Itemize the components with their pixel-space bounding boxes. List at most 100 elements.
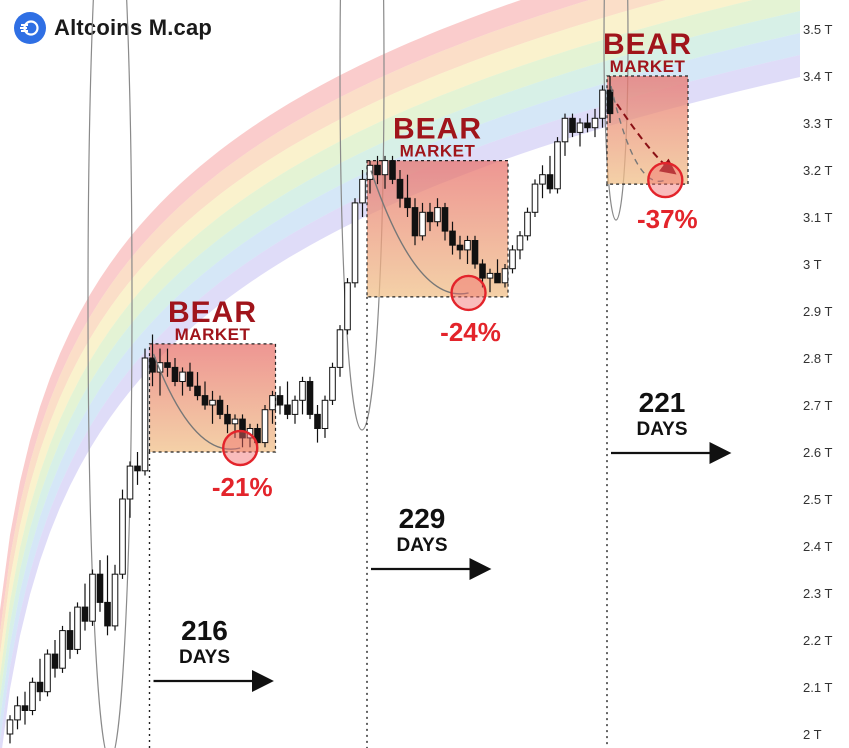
candle-body <box>464 240 471 251</box>
candle-body <box>359 178 366 204</box>
candle-body <box>276 395 284 406</box>
candle <box>164 348 171 377</box>
y-tick-label: 2.9 T <box>803 304 832 319</box>
candle <box>359 170 366 217</box>
candle-body <box>531 183 539 213</box>
candle <box>29 677 36 716</box>
candle-body <box>119 498 126 575</box>
y-tick-label: 2.2 T <box>803 633 832 648</box>
candle-body <box>569 117 576 133</box>
y-tick-label: 2.4 T <box>803 539 832 554</box>
candle-body <box>419 211 426 237</box>
bear-label-bottom: MARKET <box>400 142 476 161</box>
candle-body <box>546 174 554 190</box>
y-tick-label: 2.1 T <box>803 680 832 695</box>
candle <box>81 583 89 631</box>
candle <box>501 264 509 288</box>
candle <box>156 348 164 396</box>
candle <box>516 231 524 260</box>
candle <box>224 405 231 434</box>
candle-body <box>179 371 186 383</box>
drawdown-curve <box>610 85 666 182</box>
candle-body <box>291 399 299 415</box>
candle <box>186 362 194 391</box>
candle <box>321 395 329 438</box>
candle <box>464 235 471 264</box>
candle-body <box>201 395 209 406</box>
candle <box>134 452 141 485</box>
candle <box>471 235 479 269</box>
candle-body <box>126 465 134 500</box>
candles <box>6 76 614 744</box>
candle <box>434 198 441 227</box>
candle <box>314 405 321 443</box>
candle <box>291 395 299 424</box>
candle <box>261 405 269 448</box>
candle <box>21 691 29 725</box>
candle <box>284 381 291 420</box>
candle-body <box>554 141 561 190</box>
candle-body <box>306 381 314 415</box>
candle <box>599 85 606 128</box>
candle-body <box>81 606 89 622</box>
candle <box>449 221 456 255</box>
candle <box>441 202 449 241</box>
candle <box>456 235 464 260</box>
y-tick-label: 3.1 T <box>803 210 832 225</box>
candle-body <box>561 117 569 143</box>
candle-body <box>104 601 111 627</box>
candle-body <box>434 207 441 223</box>
annotations: BEARMARKET-21%216DAYSBEARMARKET-24%229DA… <box>152 28 732 692</box>
candle-body <box>21 705 29 711</box>
candle-body <box>74 606 81 650</box>
candle <box>209 390 216 424</box>
candle <box>6 715 14 744</box>
candle-body <box>591 117 599 129</box>
candle-body <box>269 395 276 411</box>
candle-body <box>209 399 216 406</box>
candle <box>306 376 314 420</box>
candle <box>89 569 96 626</box>
chart-title: Altcoins M.cap <box>54 15 213 40</box>
candle-body <box>381 160 389 176</box>
cycle-ellipse <box>603 0 629 221</box>
candle <box>149 334 156 387</box>
candle-body <box>396 178 404 199</box>
candle <box>576 118 584 147</box>
bottom-marker <box>450 274 487 312</box>
cycle-ellipse <box>339 0 385 431</box>
candle-body <box>224 413 231 425</box>
bear-label-top: BEAR <box>393 113 482 146</box>
candle <box>231 414 239 438</box>
candle <box>44 649 51 697</box>
candle <box>194 372 201 401</box>
candle <box>404 174 411 217</box>
candle-body <box>479 263 486 279</box>
y-tick-label: 3.2 T <box>803 163 832 178</box>
candle-body <box>59 630 66 669</box>
candle-body <box>164 362 171 368</box>
candle-body <box>471 240 479 265</box>
candle-body <box>44 653 51 693</box>
chart-header: Altcoins M.cap <box>14 12 212 44</box>
rainbow-band <box>0 11 800 720</box>
candle <box>509 245 516 274</box>
candle <box>344 278 351 335</box>
candle <box>561 113 569 156</box>
candle-body <box>194 385 201 397</box>
bear-label-bottom: MARKET <box>175 325 251 344</box>
candle <box>51 640 59 678</box>
candle-body <box>366 164 374 180</box>
y-tick-label: 2.8 T <box>803 351 832 366</box>
candle <box>96 560 104 612</box>
candle <box>269 390 276 424</box>
candle <box>276 386 284 415</box>
candle-body <box>284 404 291 415</box>
candle <box>171 358 179 387</box>
candle-body <box>51 653 59 669</box>
candle <box>66 611 74 659</box>
candle <box>374 155 381 185</box>
candle-body <box>134 465 141 472</box>
candle <box>179 367 186 396</box>
candle-body <box>321 399 329 429</box>
